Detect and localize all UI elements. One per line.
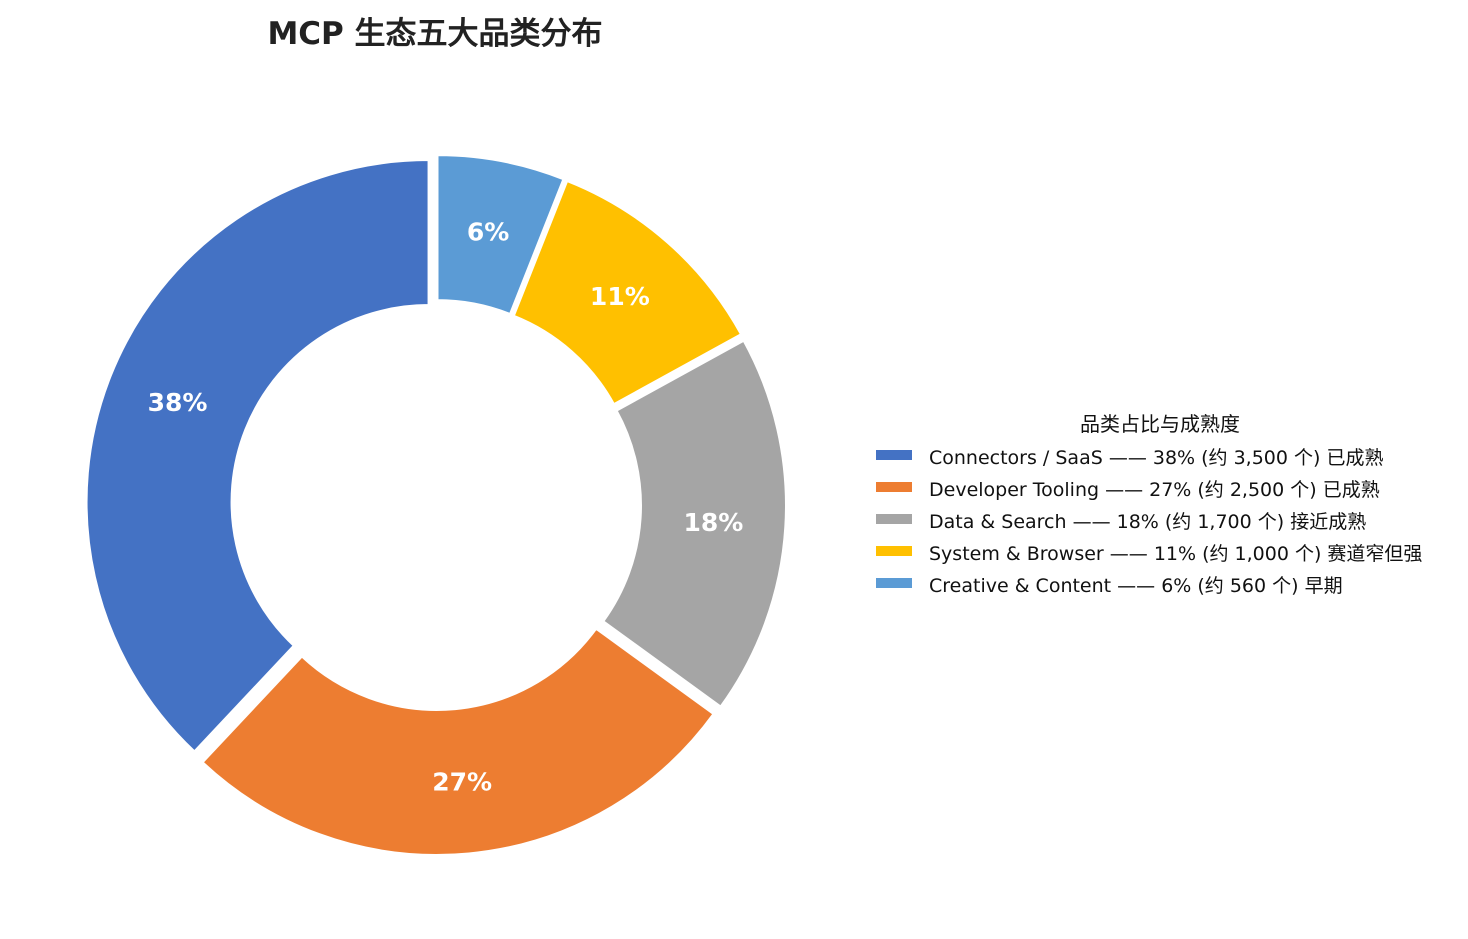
pie-slice bbox=[201, 627, 715, 856]
legend-label: Connectors / SaaS —— 38% (约 3,500 个) 已成熟 bbox=[929, 447, 1384, 469]
chart-title: MCP 生态五大品类分布 bbox=[267, 16, 603, 52]
legend-swatch bbox=[876, 450, 912, 460]
legend-label: Data & Search —— 18% (约 1,700 个) 接近成熟 bbox=[929, 511, 1367, 533]
legend-label: System & Browser —— 11% (约 1,000 个) 赛道窄但… bbox=[929, 543, 1423, 565]
legend-swatch bbox=[876, 578, 912, 588]
legend-label: Creative & Content —— 6% (约 560 个) 早期 bbox=[929, 575, 1343, 597]
slice-label: 18% bbox=[684, 508, 744, 537]
pie-slice bbox=[85, 159, 430, 753]
slice-label: 38% bbox=[148, 388, 208, 417]
legend-swatch bbox=[876, 546, 912, 556]
pie-slice bbox=[436, 154, 565, 316]
donut-chart: 38% 27% 18% 11% 6% bbox=[85, 154, 787, 856]
legend-swatch bbox=[876, 482, 912, 492]
pie-slice bbox=[601, 339, 787, 708]
pie-slice bbox=[512, 179, 743, 406]
legend-label: Developer Tooling —— 27% (约 2,500 个) 已成熟 bbox=[929, 479, 1380, 501]
legend-title: 品类占比与成熟度 bbox=[1080, 412, 1240, 436]
slice-label: 6% bbox=[467, 217, 509, 246]
slice-label: 27% bbox=[432, 767, 492, 796]
slice-label: 11% bbox=[590, 282, 650, 311]
legend-swatch bbox=[876, 514, 912, 524]
